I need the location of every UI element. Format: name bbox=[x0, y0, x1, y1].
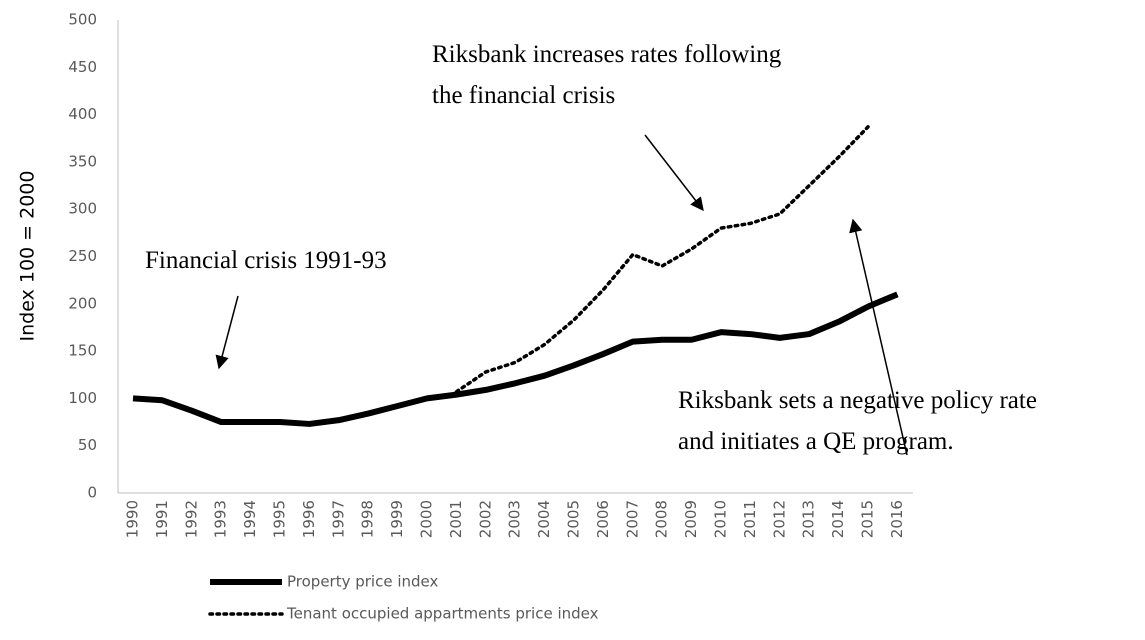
x-tick-label: 2002 bbox=[476, 500, 494, 538]
x-tick-label: 2016 bbox=[888, 500, 906, 538]
x-tick-label: 1997 bbox=[329, 500, 347, 538]
x-tick-label: 2006 bbox=[594, 500, 612, 538]
line bbox=[132, 291, 899, 427]
x-tick-label: 2003 bbox=[506, 500, 524, 538]
x-tick-label: 2015 bbox=[859, 500, 877, 538]
annotation: Financial crisis 1991-93 bbox=[145, 247, 387, 274]
x-tick-label: 2009 bbox=[682, 500, 700, 538]
x-tick-label: 2010 bbox=[712, 500, 730, 538]
y-tick-label: 0 bbox=[87, 484, 97, 502]
x-tick-label: 1990 bbox=[124, 500, 142, 538]
legend-label: Tenant occupied appartments price index bbox=[286, 605, 599, 623]
x-tick-label: 2013 bbox=[800, 500, 818, 538]
annotation: Riksbank increases rates following bbox=[432, 41, 782, 68]
y-tick-label: 400 bbox=[68, 105, 97, 123]
x-tick-label: 2008 bbox=[653, 500, 671, 538]
x-tick-label: 1999 bbox=[388, 500, 406, 538]
line bbox=[454, 125, 870, 394]
y-axis-label: Index 100 = 2000 bbox=[17, 171, 39, 342]
x-tick-label: 2000 bbox=[418, 500, 436, 538]
arrow bbox=[215, 295, 239, 370]
x-tick-label: 2005 bbox=[565, 500, 583, 538]
x-tick-label: 2004 bbox=[535, 500, 553, 538]
x-tick-label: 1995 bbox=[271, 500, 289, 538]
y-tick-label: 100 bbox=[68, 389, 97, 407]
x-tick-label: 2012 bbox=[770, 500, 788, 538]
x-tick-label: 1994 bbox=[241, 500, 259, 538]
x-tick-label: 1998 bbox=[359, 500, 377, 538]
x-tick-label: 2014 bbox=[829, 500, 847, 538]
x-tick-label: 1992 bbox=[182, 500, 200, 538]
y-tick-label: 300 bbox=[68, 200, 97, 218]
y-tick-label: 50 bbox=[78, 436, 97, 454]
x-tick-label: 1996 bbox=[300, 500, 318, 538]
x-tick-label: 2007 bbox=[623, 500, 641, 538]
arrow bbox=[644, 134, 704, 212]
arrow bbox=[849, 218, 908, 456]
y-tick-label: 500 bbox=[68, 11, 97, 29]
legend-label: Property price index bbox=[287, 573, 439, 591]
x-tick-label: 2001 bbox=[447, 500, 465, 538]
y-tick-label: 200 bbox=[68, 294, 97, 312]
annotation: the financial crisis bbox=[432, 82, 615, 109]
y-tick-label: 250 bbox=[68, 247, 97, 265]
annotation: Riksbank sets a negative policy rate bbox=[678, 387, 1037, 414]
annotation: and initiates a QE program. bbox=[678, 428, 954, 455]
x-tick-label: 2011 bbox=[741, 500, 759, 538]
x-tick-label: 1991 bbox=[153, 500, 171, 538]
x-tick-label: 1993 bbox=[212, 500, 230, 538]
y-tick-label: 350 bbox=[68, 152, 97, 170]
y-tick-label: 150 bbox=[68, 342, 97, 360]
y-tick-label: 450 bbox=[68, 58, 97, 76]
